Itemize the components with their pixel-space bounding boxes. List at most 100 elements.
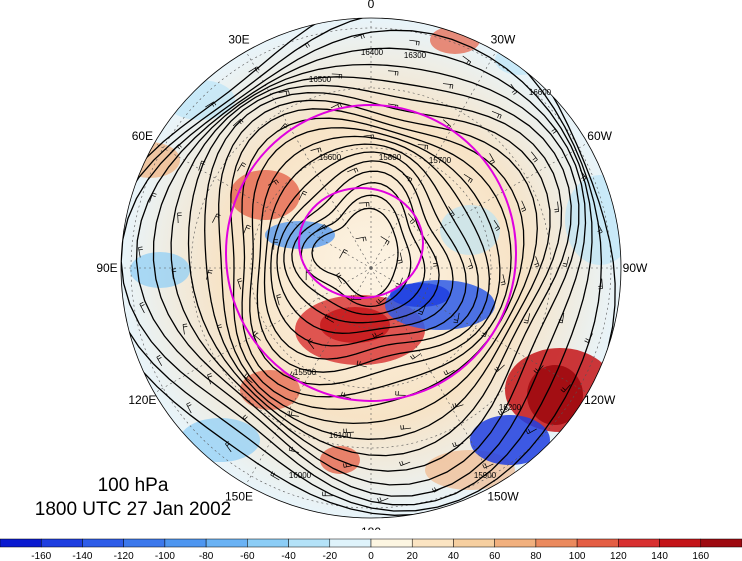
longitude-label: 120E (128, 393, 156, 407)
height-contour (121, 18, 616, 516)
wind-barb (417, 305, 426, 315)
contour-label: 16400 (361, 48, 384, 57)
colorbar-tick-label: 160 (692, 551, 709, 561)
anomaly-blob (130, 252, 190, 288)
wind-barb (342, 462, 354, 468)
wind-barb (410, 353, 422, 360)
colorbar-swatch (40, 538, 83, 548)
wind-barb (558, 312, 565, 324)
magenta-circle (298, 187, 424, 299)
height-contour (263, 143, 479, 360)
wind-barb (402, 173, 413, 183)
wind-barb (206, 269, 213, 280)
colorbar-swatch (535, 538, 578, 548)
colorbar-swatch (700, 538, 742, 548)
wind-barb (177, 212, 182, 224)
contour-label: 15900 (474, 471, 497, 480)
parallel-circle (190, 87, 552, 449)
wind-barb (432, 255, 438, 267)
wind-barb (237, 278, 243, 290)
wind-barb (597, 222, 603, 235)
colorbar-swatch (123, 538, 166, 548)
wind-barb (377, 497, 389, 503)
wind-barb (171, 144, 182, 152)
longitude-label: 30W (491, 32, 516, 46)
wind-barb (442, 83, 454, 89)
map-boundary (120, 17, 622, 519)
wind-barb (562, 256, 570, 267)
contour-labels: 16400 16300 16500 16600 16200 16100 16000 15900… (289, 48, 552, 480)
colorbar-tick-labels: -160 -140 -120 -100 -80 -60 -40 -20 0 20 40 60 80 100… (31, 551, 709, 561)
colorbar-swatch (618, 538, 660, 548)
wind-barb (310, 147, 322, 153)
longitude-label: 90E (96, 261, 117, 275)
anomaly-blob (390, 283, 450, 307)
colorbar-swatch (164, 538, 207, 548)
wind-barb (380, 236, 390, 246)
wind-barb (267, 179, 279, 186)
wind-barb (347, 167, 359, 173)
colorbar-tick-label: -80 (199, 551, 214, 561)
wind-barb (343, 428, 354, 434)
wind-barb (494, 364, 505, 372)
wind-barb (409, 39, 420, 46)
wind-barb (248, 66, 260, 73)
wind-barb (448, 206, 455, 218)
wind-barb (324, 313, 334, 323)
wind-barb (554, 201, 560, 213)
colorbar-tick-label: -100 (155, 551, 175, 561)
wind-barb (171, 268, 177, 280)
contour-label: 15800 (379, 153, 402, 162)
wind-barb (237, 162, 247, 172)
anomaly-blob (230, 170, 300, 220)
colorbar-tick-label: 120 (610, 551, 627, 561)
wind-barb (358, 202, 370, 207)
wind-barb (482, 463, 494, 469)
longitude-label: 180 (361, 525, 381, 530)
wind-barb (205, 101, 217, 108)
contour-label: 16000 (289, 471, 312, 480)
wind-barb (244, 373, 253, 384)
map-title: 100 hPa 1800 UTC 27 Jan 2002 (8, 474, 258, 522)
wind-barb (298, 42, 310, 49)
wind-barb (397, 252, 403, 264)
wind-barb (298, 190, 308, 201)
colorbar-tick-label: 0 (368, 551, 374, 561)
wind-barb (550, 122, 557, 134)
anomaly-blob (527, 365, 583, 425)
colorbar-swatch (453, 538, 495, 548)
wind-barb (339, 249, 348, 259)
wind-barb (182, 323, 188, 335)
wind-barb (331, 73, 343, 79)
contour-label: 15500 (294, 368, 317, 377)
wind-barb (356, 360, 367, 368)
wind-barb (497, 409, 510, 415)
height-contour (204, 92, 551, 440)
meridian-line (370, 267, 497, 485)
wind-barb (530, 151, 538, 163)
wind-barb (278, 123, 289, 132)
colorbar-tick-label: 140 (651, 551, 668, 561)
colorbar-swatch (576, 538, 619, 548)
height-contour (311, 207, 399, 299)
colorbar-swatch (205, 538, 248, 548)
colorbar-swatch (0, 538, 42, 548)
height-contour (249, 127, 501, 386)
wind-barb (525, 428, 537, 435)
colorbar-tick-label: 100 (569, 551, 586, 561)
wind-barb (198, 160, 206, 171)
height-contour (300, 194, 412, 308)
wind-barb (307, 338, 315, 350)
wind-barb (452, 402, 464, 408)
colorbar-swatch (494, 538, 537, 548)
wind-barb (452, 441, 464, 448)
wind-barb (330, 103, 342, 109)
colorbar-swatch (411, 538, 454, 548)
longitude-label: 0 (368, 0, 375, 11)
longitude-label: 60W (587, 129, 612, 143)
wind-barb (252, 330, 261, 341)
longitude-label: 60E (132, 129, 153, 143)
wind-barb (353, 33, 365, 39)
longitude-labels: 0 30W 60W 90W 120W 150W 180 150E 120E 90E 60E 30E (96, 0, 648, 530)
wind-barb (207, 373, 213, 385)
